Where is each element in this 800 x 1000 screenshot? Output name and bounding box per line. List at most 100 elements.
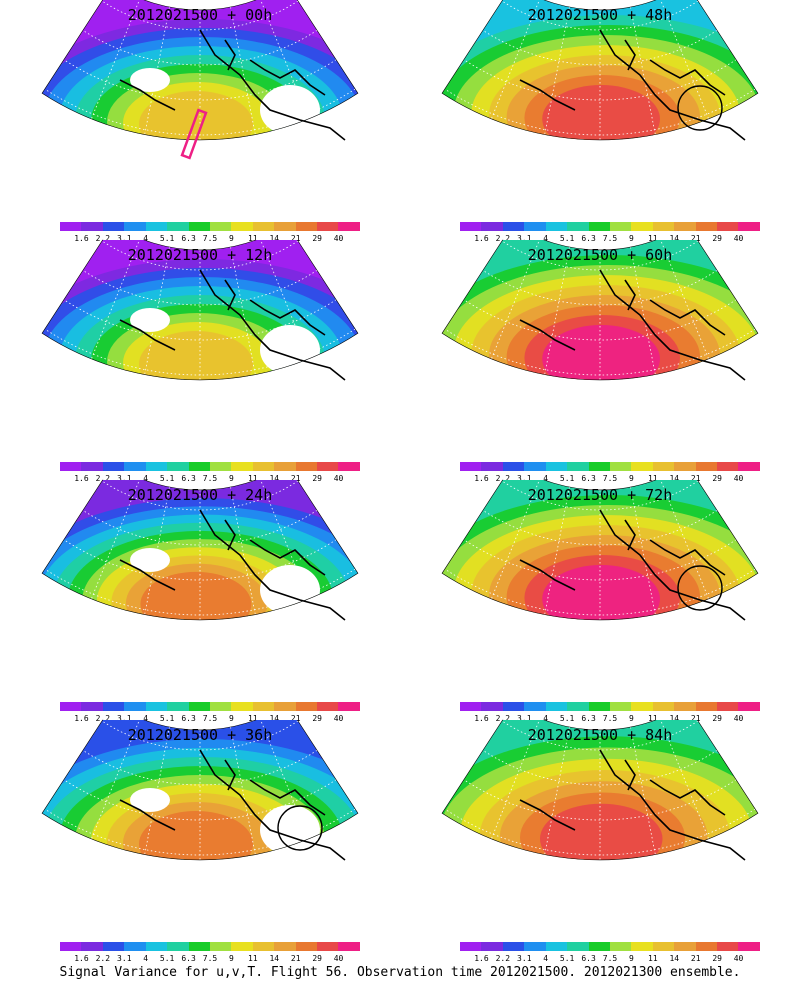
legend-swatch [167,222,189,231]
legend-tick-label: 14 [669,714,680,723]
map-border [41,720,359,861]
longitude-line [490,240,541,360]
legend-swatch [609,462,632,471]
legend-swatch [588,702,610,711]
longitude-line [630,6,656,135]
legend-tick-label: 7.5 [202,714,218,723]
legend-tick-label: 21 [290,474,301,483]
contour-band [542,85,661,140]
legend-swatch [460,222,482,231]
longitude-line [659,480,710,600]
legend-tick-label: 11 [248,954,258,963]
polar-sector-map [41,0,359,160]
legend-swatch [167,942,189,951]
legend-tick-label: 2.2 [95,234,111,243]
coastline [119,749,346,861]
legend-swatch [631,222,653,231]
legend-swatch [717,942,739,951]
map-panel-48h: 2012021500 + 48h 1.6 2.2 3.1 4 5.1 6.3 7.5 9 11 14… [400,0,800,250]
color-legend: 1.6 2.2 3.1 4 5.1 6.3 7.5 9 11 14 21 29 40 [60,462,360,486]
legend-swatch [102,702,125,711]
legend-swatch [188,222,210,231]
legend-swatch [338,222,360,231]
map-panel-72h: 2012021500 + 72h 1.6 2.2 3.1 4 5.1 6.3 7.5 9 11 14… [400,480,800,730]
contour-band [542,325,661,380]
legend-tick-label: 9 [629,954,634,963]
legend-swatch [545,222,568,231]
legend-swatch [631,942,653,951]
map-border [41,240,359,381]
legend-swatch [188,462,210,471]
legend-tick-label: 2.2 [495,714,511,723]
longitude-line [544,486,570,615]
masked-region [130,788,170,812]
legend-tick-label: 14 [669,234,680,243]
legend-swatch [674,462,696,471]
legend-swatch [167,702,189,711]
legend-swatch [460,702,482,711]
longitude-line [544,726,570,855]
legend-tick-label: 14 [669,954,680,963]
legend-swatch [60,702,82,711]
legend-tick-label: 11 [248,474,258,483]
longitude-line [144,246,170,375]
legend-colorbar [460,942,760,951]
panel-title: 2012021500 + 84h [527,726,673,744]
legend-tick-label: 40 [333,714,344,723]
legend-swatch [695,222,718,231]
longitude-line [230,486,256,615]
legend-swatch [695,942,718,951]
legend-swatch [317,702,339,711]
latitude-line [63,779,337,821]
legend-swatch [252,222,275,231]
legend-swatch [188,702,210,711]
legend-swatch [695,702,718,711]
latitude-line [82,509,318,546]
legend-swatch [252,462,275,471]
panel-title: 2012021500 + 36h [127,726,273,744]
map-border [441,240,759,381]
legend-tick-label: 21 [690,234,701,243]
legend-tick-label: 2.2 [495,954,511,963]
legend-swatch [609,942,632,951]
coastline [519,509,746,621]
legend-tick-label: 9 [629,234,634,243]
color-legend: 1.6 2.2 3.1 4 5.1 6.3 7.5 9 11 14 21 29 40 [60,942,360,966]
legend-tick-label: 40 [333,234,344,243]
legend-swatch [545,702,568,711]
color-legend: 1.6 2.2 3.1 4 5.1 6.3 7.5 9 11 14 21 29 40 [60,702,360,726]
legend-tick-label: 3.1 [517,954,532,963]
legend-swatch [481,942,503,951]
legend-swatch [295,702,318,711]
latitude-line [482,269,718,306]
longitude-line [230,726,256,855]
legend-swatch [545,462,568,471]
legend-swatch [524,942,546,951]
map-border [41,480,359,621]
panel-title: 2012021500 + 24h [127,486,273,504]
latitude-line [482,749,718,786]
legend-colorbar [460,222,760,231]
legend-tick-label: 14 [669,474,680,483]
contour-band [139,331,253,380]
legend-tick-label: 11 [248,234,258,243]
contour-band [139,91,253,140]
legend-swatch [124,942,146,951]
polar-sector-map [441,240,759,381]
longitude-line [659,240,710,360]
legend-tick-label: 4 [543,474,549,483]
legend-tick-label: 14 [269,234,280,243]
legend-swatch [274,222,296,231]
legend-tick-label: 4 [143,474,149,483]
masked-region [65,376,155,380]
legend-tick-label: 3.1 [517,234,532,243]
masked-region [130,68,170,92]
legend-tick-label: 5.1 [159,474,175,483]
legend-tick-label: 5.1 [559,234,575,243]
map-panel-12h: 2012021500 + 12h 1.6 2.2 3.1 4 5.1 6.3 7.5 9 11 14… [0,240,400,490]
longitude-line [90,480,141,600]
coastline [519,29,746,141]
legend-swatch [81,462,103,471]
legend-swatch [631,702,653,711]
panel-title: 2012021500 + 60h [527,246,673,264]
